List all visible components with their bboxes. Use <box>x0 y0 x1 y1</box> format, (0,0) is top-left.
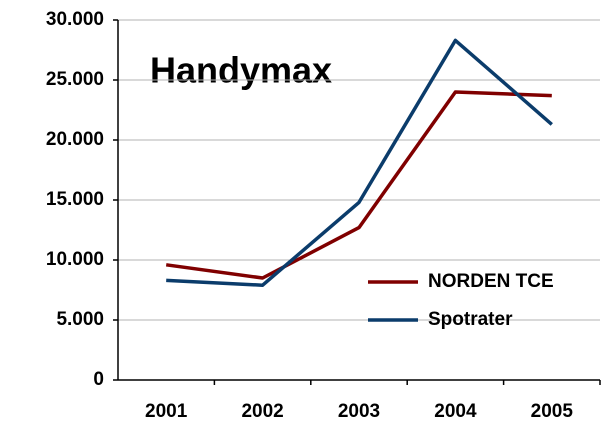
x-tick-label: 2002 <box>241 401 283 422</box>
series-line <box>166 38 553 287</box>
y-tick-label: 25.000 <box>46 69 104 90</box>
legend-label: Spotrater <box>428 309 513 330</box>
y-tick-label: 0 <box>93 369 104 390</box>
y-tick-label: 10.000 <box>46 249 104 270</box>
legend: NORDEN TCE Spotrater <box>368 271 554 330</box>
legend-label: NORDEN TCE <box>428 271 554 292</box>
y-tick-label: 15.000 <box>46 189 104 210</box>
series-line <box>165 90 552 280</box>
x-tick-label: 2003 <box>338 401 380 422</box>
y-tick-label: 30.000 <box>46 9 104 30</box>
y-tick-label: 20.000 <box>46 129 104 150</box>
x-tick-label: 2001 <box>145 401 188 422</box>
y-tick-label: 5.000 <box>56 309 104 330</box>
x-tick-label: 2005 <box>531 401 574 422</box>
x-tick-label: 2004 <box>434 401 477 422</box>
chart-title: Handymax <box>150 50 332 91</box>
